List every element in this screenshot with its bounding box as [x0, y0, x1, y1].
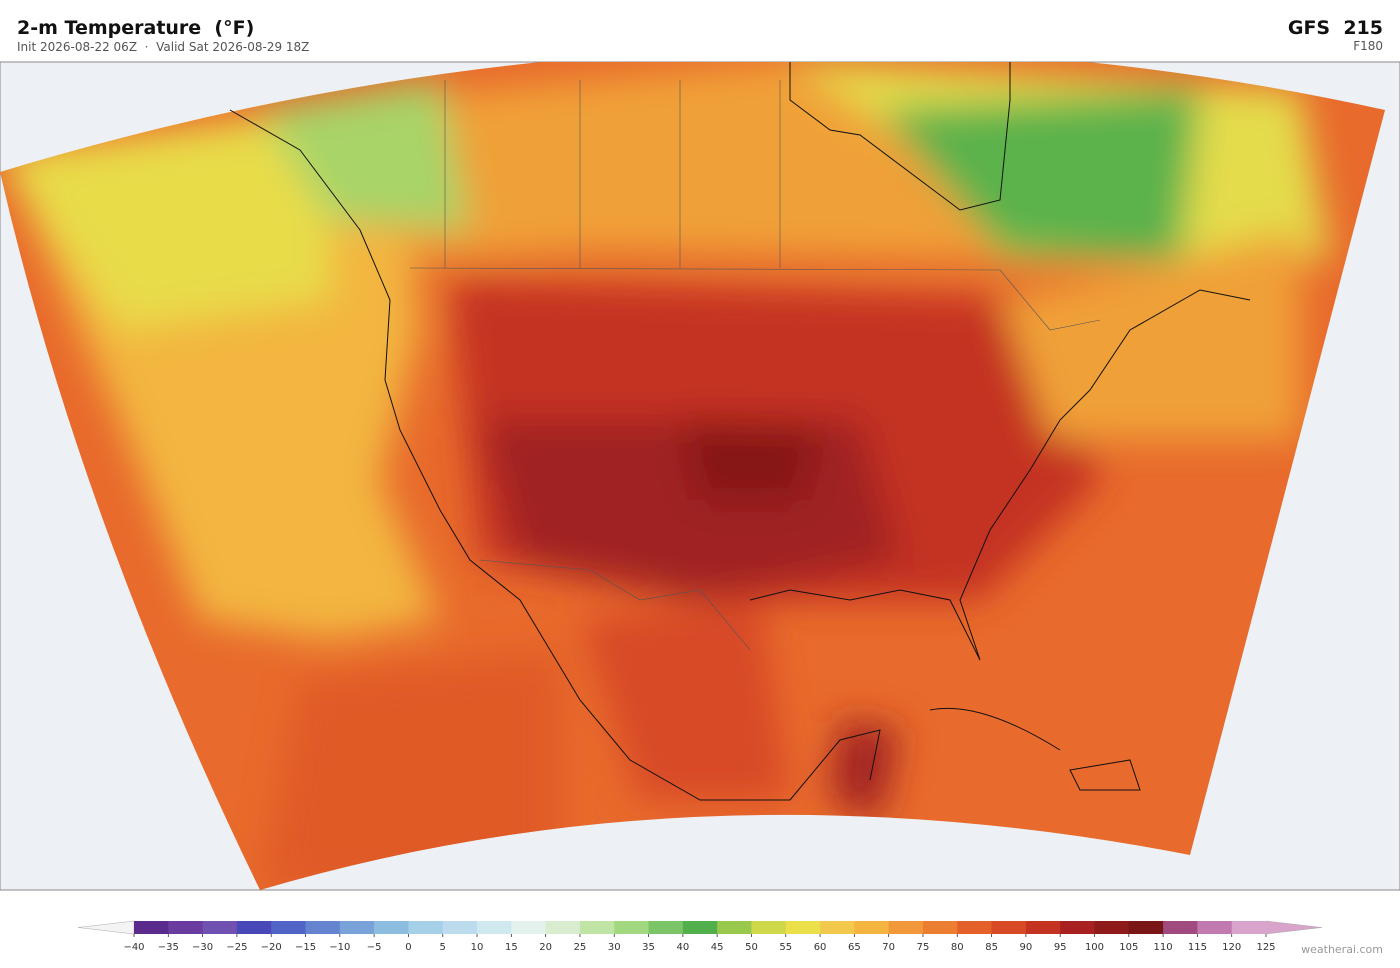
colorbar-tick-label: 85 [985, 942, 998, 953]
colorbar-tick-label: 0 [405, 942, 411, 953]
colorbar-bin [1197, 921, 1233, 934]
colorbar-tick-label: 30 [608, 942, 621, 953]
colorbar-bin [888, 921, 924, 934]
coastlines [229, 62, 1251, 801]
colorbar-bin [271, 921, 307, 934]
model-label: GFS 215 [1288, 17, 1383, 39]
colorbar-tick-label: 5 [440, 942, 446, 953]
colorbar-bin [305, 921, 341, 934]
colorbar-tick-label: 95 [1054, 942, 1067, 953]
colorbar-bin [236, 921, 272, 934]
colorbar-tick-label: 90 [1020, 942, 1033, 953]
colorbar-bin [957, 921, 993, 934]
colorbar-tick-label: 40 [676, 942, 689, 953]
borders [409, 80, 1101, 651]
colorbar-tick-label: 55 [779, 942, 792, 953]
colorbar-tick-label: 15 [505, 942, 518, 953]
title: 2-m Temperature (°F) [17, 17, 254, 39]
colorbar-tick-label: −10 [329, 942, 350, 953]
colorbar-tick-label: 100 [1085, 942, 1104, 953]
colorbar-tick-label: 115 [1188, 942, 1207, 953]
colorbar-bin [682, 921, 718, 934]
colorbar-tick-label: 50 [745, 942, 758, 953]
colorbar-tick-label: −35 [158, 942, 179, 953]
colorbar-bin [785, 921, 821, 934]
colorbar-tick-label: 105 [1119, 942, 1138, 953]
colorbar-bin [922, 921, 958, 934]
colorbar-tick-label: −20 [261, 942, 282, 953]
colorbar-tick-label: −40 [123, 942, 144, 953]
colorbar-bin [339, 921, 375, 934]
colorbar-tick-label: 120 [1222, 942, 1241, 953]
colorbar-bin [1060, 921, 1095, 934]
colorbar-tick-label: 80 [951, 942, 964, 953]
colorbar-tick-label: −5 [367, 942, 382, 953]
colorbar-bin [374, 921, 409, 934]
colorbar-bin [442, 921, 478, 934]
credit: weatherai.com [1301, 943, 1383, 956]
colorbar-bin [408, 921, 444, 934]
colorbar-bin [614, 921, 650, 934]
colorbar-tick-label: −30 [192, 942, 213, 953]
colorbar-bin [717, 921, 752, 934]
colorbar-bin [1094, 921, 1130, 934]
colorbar-bin [545, 921, 581, 934]
colorbar-tick-label: 10 [471, 942, 484, 953]
forecast-hour: F180 [1353, 39, 1383, 53]
colorbar-bin [1025, 921, 1061, 934]
colorbar-tick-label: 45 [711, 942, 724, 953]
colorbar-bin [991, 921, 1027, 934]
colorbar-bin [477, 921, 512, 934]
colorbar-bin [579, 921, 615, 934]
colorbar-tick-label: 20 [539, 942, 552, 953]
colorbar-bin [1128, 921, 1164, 934]
colorbar-tick-label: 110 [1154, 942, 1173, 953]
colorbar-bin [854, 921, 890, 934]
subtitle: Init 2026-08-22 06Z · Valid Sat 2026-08-… [17, 40, 309, 54]
colorbar-bin [820, 921, 855, 934]
colorbar-bin [134, 921, 169, 934]
colorbar-bin [168, 921, 204, 934]
colorbar-tick-label: 125 [1256, 942, 1275, 953]
colorbar-bin [1231, 921, 1267, 934]
colorbar-bin [648, 921, 684, 934]
colorbar-tick-label: 25 [574, 942, 587, 953]
colorbar-tick-label: 35 [642, 942, 655, 953]
colorbar-tick-label: 60 [814, 942, 827, 953]
colorbar-tick-label: 75 [917, 942, 930, 953]
colorbar-tick-label: −25 [226, 942, 247, 953]
colorbar-bin [751, 921, 787, 934]
colorbar: −40 −35 −30 −25 −20 −15 −10 −5 0 5 10 15 20 25 30 35 40 4… [77, 920, 1323, 953]
colorbar-tick-label: 65 [848, 942, 861, 953]
colorbar-tick-label: −15 [295, 942, 316, 953]
colorbar-tick-label: 70 [882, 942, 895, 953]
colorbar-bin [1163, 921, 1198, 934]
colorbar-bin [511, 921, 547, 934]
colorbar-bin [202, 921, 238, 934]
